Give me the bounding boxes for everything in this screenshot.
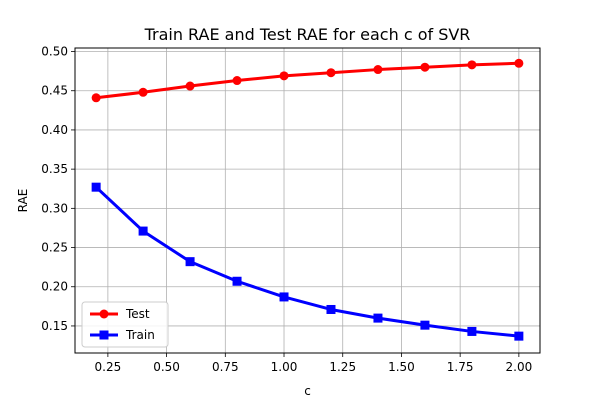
series-layer [91,58,524,341]
series-test [91,58,524,103]
x-tick-label: 0.75 [212,360,239,374]
data-point [514,58,524,68]
series-train-line [95,186,520,338]
legend-item-test: Test [90,307,150,321]
y-tick-label: 0.45 [41,84,68,98]
data-point [232,276,242,286]
y-tick-label: 0.20 [41,280,68,294]
data-point [467,326,477,336]
data-point [467,60,477,70]
data-point [326,68,336,78]
data-point [420,62,430,72]
data-point [185,81,195,91]
data-point [138,87,148,97]
y-tick-label: 0.40 [41,123,68,137]
axis-ticks: 0.25 0.50 0.75 1.00 1.25 1.50 1.75 2.00 0.15 0.20… [41,45,532,374]
data-point [138,226,148,236]
data-point [185,257,195,267]
legend-marker [99,309,109,319]
chart-title: Train RAE and Test RAE for each c of SVR [144,25,471,44]
data-point [232,76,242,86]
y-tick-label: 0.15 [41,319,68,333]
data-point [373,313,383,323]
y-tick-label: 0.25 [41,241,68,255]
x-tick-label: 1.50 [388,360,415,374]
data-point [91,93,101,103]
x-tick-label: 1.75 [447,360,474,374]
plot-area-frame [74,47,541,354]
data-point [373,65,383,75]
x-tick-label: 1.25 [329,360,356,374]
data-point [514,331,524,341]
legend-label: Test [125,307,150,321]
x-tick-label: 0.25 [95,360,122,374]
y-tick-label: 0.30 [41,201,68,215]
x-tick-label: 1.00 [271,360,298,374]
y-tick-label: 0.50 [41,45,68,59]
data-point [91,182,101,192]
legend-item-train: Train [90,328,155,342]
x-tick-label: 0.50 [153,360,180,374]
y-axis-label: RAE [16,189,30,213]
data-point [279,292,289,302]
x-axis-label: c [304,384,311,398]
x-tick-label: 2.00 [506,360,533,374]
data-point [326,304,336,314]
data-point [279,71,289,81]
legend-marker [99,330,109,340]
y-tick-label: 0.35 [41,162,68,176]
data-point [420,320,430,330]
legend-label: Train [125,328,155,342]
legend-box [81,301,169,348]
legend: Test Train [81,301,169,348]
series-test-line [95,61,519,100]
series-train [91,182,524,341]
